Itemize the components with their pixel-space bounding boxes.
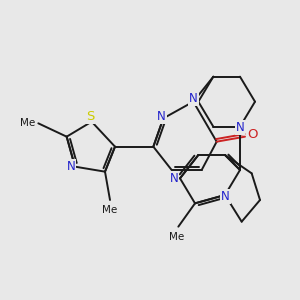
Text: Me: Me: [20, 118, 35, 128]
Text: N: N: [157, 110, 166, 123]
Text: N: N: [169, 172, 178, 185]
Text: N: N: [236, 121, 244, 134]
Text: N: N: [67, 160, 75, 173]
Text: N: N: [189, 92, 198, 106]
Text: N: N: [221, 190, 230, 203]
Text: O: O: [247, 128, 258, 142]
Text: Me: Me: [169, 232, 184, 242]
Text: Me: Me: [102, 205, 118, 215]
Text: S: S: [86, 110, 94, 123]
